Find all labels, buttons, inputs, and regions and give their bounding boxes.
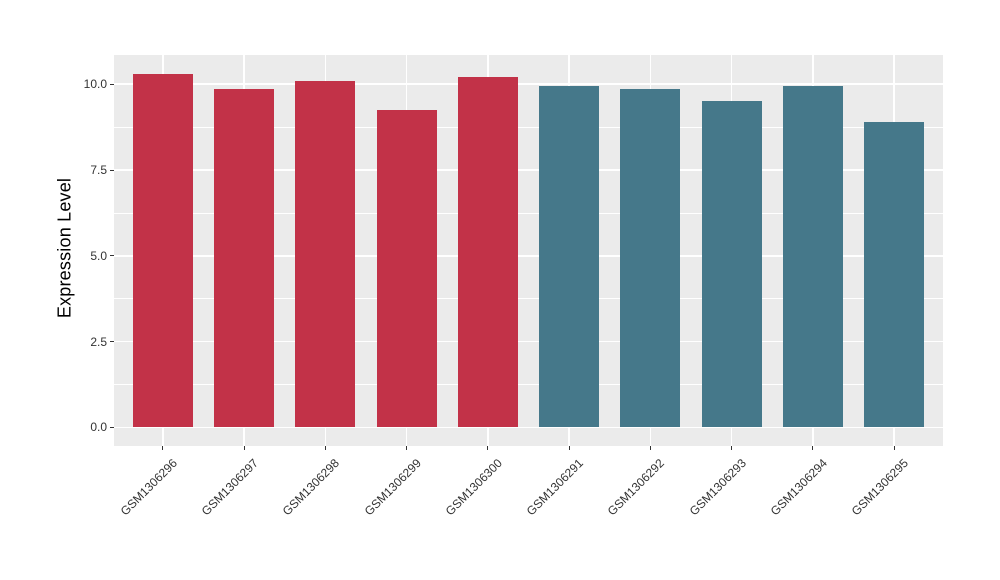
x-tick-mark [812,446,814,450]
y-gridline-major [114,255,943,257]
x-tick-mark [324,446,326,450]
x-tick-label: GSM1306293 [686,456,749,519]
y-tick-label: 0.0 [90,420,107,435]
y-gridline-major [114,340,943,343]
x-tick-mark [649,446,651,450]
bar [620,89,681,428]
y-gridline-major [114,169,943,171]
bar [214,89,275,428]
y-tick-label: 7.5 [90,163,107,177]
plot-panel [114,55,943,446]
x-tick-mark [243,446,245,450]
x-tick-mark [731,446,733,450]
x-tick-label: GSM1306297 [198,456,261,519]
bar [864,121,925,428]
y-tick-mark [110,169,114,171]
y-gridline-major [114,426,943,429]
y-gridline-major [114,83,943,85]
bar [782,85,843,428]
x-tick-mark [406,446,408,450]
x-tick-label: GSM1306292 [605,456,668,519]
y-tick-mark [110,83,114,85]
x-tick-mark [893,446,895,450]
y-gridline-minor [114,384,943,385]
y-tick-mark [110,426,114,428]
bar [457,77,518,428]
y-tick-label: 2.5 [90,334,107,349]
x-tick-label: GSM1306291 [523,456,587,519]
x-tick-mark [568,446,570,450]
y-gridline-minor [114,212,943,214]
bar [539,85,600,428]
y-tick-mark [110,341,114,343]
x-tick-label: GSM1306300 [442,456,505,519]
x-tick-label: GSM1306299 [361,456,424,519]
y-tick-label: 10.0 [83,77,107,92]
x-tick-label: GSM1306295 [848,456,912,519]
x-tick-mark [487,446,489,450]
bar [132,73,193,428]
y-tick-mark [110,255,114,257]
bar [376,109,437,428]
y-tick-label: 5.0 [90,248,107,263]
x-tick-label: GSM1306296 [117,456,180,519]
y-gridline-minor [114,126,943,128]
x-tick-label: GSM1306294 [767,456,830,519]
x-tick-mark [162,446,164,450]
y-gridline-minor [114,298,943,300]
bar [701,101,762,428]
x-tick-label: GSM1306298 [279,456,343,519]
bar [295,80,356,428]
